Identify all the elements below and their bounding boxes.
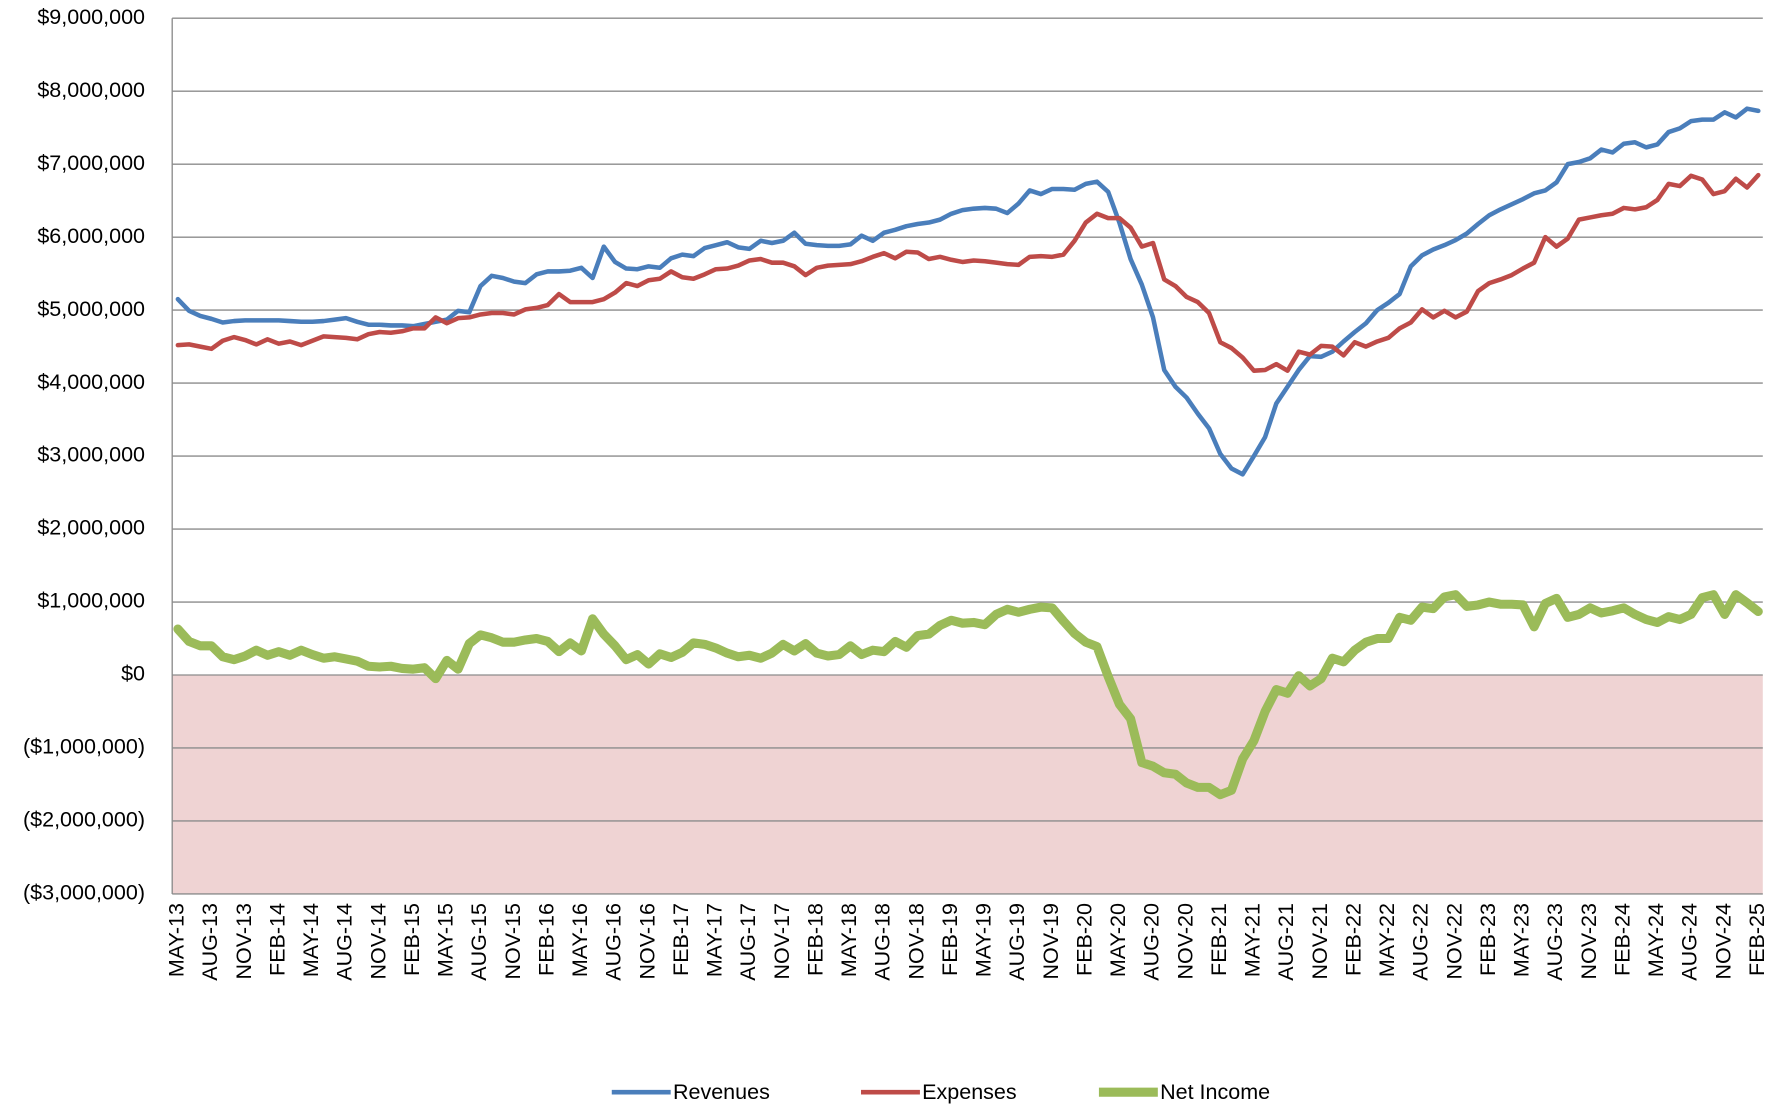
negative-region xyxy=(172,675,1763,894)
x-tick-label: MAY-23 xyxy=(1510,903,1534,977)
x-tick-label: MAY-13 xyxy=(165,903,189,977)
x-tick-label: MAY-22 xyxy=(1375,903,1399,977)
x-tick-label: MAY-16 xyxy=(568,903,592,977)
x-tick-label: AUG-22 xyxy=(1409,903,1433,981)
series-line xyxy=(175,172,1761,373)
x-tick-label: MAY-18 xyxy=(837,903,861,977)
x-tick-label: MAY-17 xyxy=(703,903,727,977)
x-tick-label: AUG-19 xyxy=(1005,903,1029,981)
y-tick-label: $6,000,000 xyxy=(37,224,145,248)
x-tick-label: NOV-13 xyxy=(232,903,256,980)
x-tick-label: MAY-20 xyxy=(1106,903,1130,977)
legend-label: Net Income xyxy=(1160,1080,1270,1104)
y-tick-label: $8,000,000 xyxy=(37,78,145,102)
x-tick-label: AUG-13 xyxy=(198,903,222,981)
x-tick-label: MAY-15 xyxy=(434,903,458,977)
x-tick-label: NOV-22 xyxy=(1442,903,1466,980)
x-tick-label: NOV-16 xyxy=(635,903,659,980)
x-tick-label: FEB-14 xyxy=(265,903,289,976)
x-tick-label: NOV-23 xyxy=(1577,903,1601,980)
x-tick-label: NOV-21 xyxy=(1308,903,1332,980)
y-tick-label: ($1,000,000) xyxy=(23,735,145,759)
x-tick-label: NOV-18 xyxy=(904,903,928,980)
y-tick-label: $5,000,000 xyxy=(37,297,145,321)
x-tick-label: NOV-17 xyxy=(770,903,794,980)
x-tick-label: AUG-23 xyxy=(1543,903,1567,981)
x-tick-label: AUG-18 xyxy=(871,903,895,981)
x-tick-label: FEB-19 xyxy=(938,903,962,976)
x-tick-label: FEB-22 xyxy=(1341,903,1365,976)
x-tick-label: FEB-15 xyxy=(400,903,424,976)
y-tick-label: ($3,000,000) xyxy=(23,881,145,905)
x-tick-label: AUG-17 xyxy=(736,903,760,981)
x-tick-label: FEB-16 xyxy=(534,903,558,976)
legend-label: Revenues xyxy=(673,1080,770,1104)
x-tick-label: NOV-19 xyxy=(1039,903,1063,980)
x-tick-label: FEB-23 xyxy=(1476,903,1500,976)
x-tick-label: NOV-14 xyxy=(366,903,390,980)
y-tick-label: $7,000,000 xyxy=(37,151,145,175)
x-tick-label: FEB-18 xyxy=(803,903,827,976)
x-tick-label: AUG-14 xyxy=(333,903,357,981)
x-tick-label: MAY-21 xyxy=(1241,903,1265,977)
y-tick-label: $0 xyxy=(121,662,145,686)
x-tick-label: NOV-24 xyxy=(1711,903,1735,980)
x-tick-label: FEB-17 xyxy=(669,903,693,976)
series-line xyxy=(173,590,1763,800)
y-tick-label: $3,000,000 xyxy=(37,443,145,467)
y-tick-label: $1,000,000 xyxy=(37,589,145,613)
x-tick-label: AUG-20 xyxy=(1140,903,1164,981)
x-tick-label: MAY-24 xyxy=(1644,903,1668,977)
x-tick-label: FEB-24 xyxy=(1610,903,1634,976)
y-tick-label: $2,000,000 xyxy=(37,516,145,540)
x-tick-label: AUG-24 xyxy=(1678,903,1702,981)
x-tick-label: AUG-15 xyxy=(467,903,491,981)
x-tick-label: MAY-19 xyxy=(972,903,996,977)
x-tick-label: NOV-15 xyxy=(501,903,525,980)
y-tick-label: $4,000,000 xyxy=(37,370,145,394)
x-tick-label: FEB-25 xyxy=(1745,903,1769,976)
x-tick-label: FEB-20 xyxy=(1072,903,1096,976)
y-tick-label: ($2,000,000) xyxy=(23,808,145,832)
y-tick-label: $9,000,000 xyxy=(37,5,145,29)
legend-label: Expenses xyxy=(922,1080,1017,1104)
x-tick-label: AUG-21 xyxy=(1274,903,1298,981)
x-tick-label: FEB-21 xyxy=(1207,903,1231,976)
x-tick-label: MAY-14 xyxy=(299,903,323,977)
x-tick-label: NOV-20 xyxy=(1173,903,1197,980)
x-tick-label: AUG-16 xyxy=(602,903,626,981)
